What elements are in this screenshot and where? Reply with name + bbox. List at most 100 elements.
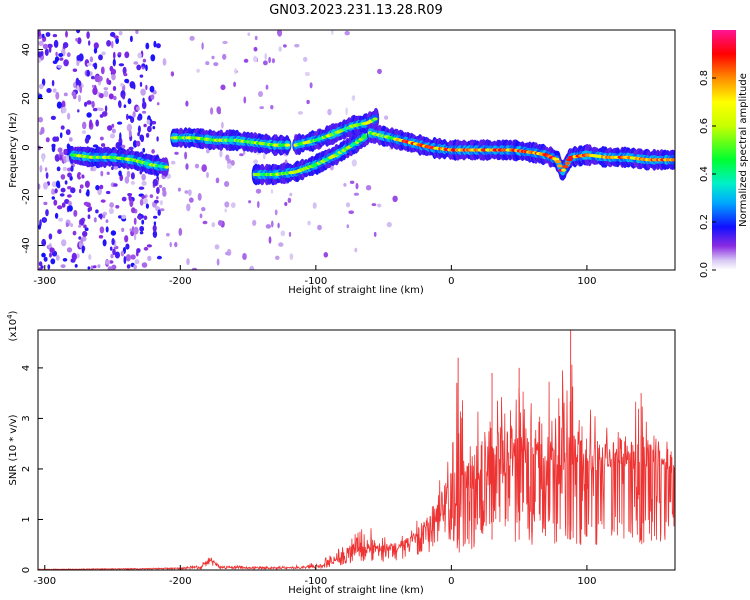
spectrogram-noise-cell — [66, 143, 71, 150]
spectrogram-noise-cell — [351, 159, 357, 167]
spectrogram-noise-cell — [111, 166, 114, 170]
spectrogram-noise-cell — [259, 106, 265, 110]
spectrogram-noise-cell — [101, 111, 108, 117]
spectrogram-noise-cell — [184, 151, 188, 160]
spectrogram-noise-cell — [97, 264, 101, 268]
spectrogram-noise-cell — [66, 112, 71, 120]
spectrogram-noise-cell — [38, 40, 44, 46]
spectrogram-noise-cell — [277, 222, 280, 229]
spectrogram-noise-cell — [217, 220, 223, 226]
spectrogram-noise-cell — [124, 235, 129, 243]
spectrogram-noise-cell — [56, 101, 63, 109]
spectrogram-ridge-core — [284, 143, 291, 147]
spectrogram-noise-cell — [215, 177, 220, 184]
spectrogram-noise-cell — [99, 184, 104, 190]
spectrogram-noise-cell — [371, 203, 377, 207]
spectrogram-noise-cell — [118, 170, 122, 177]
spectrogram-noise-cell — [345, 202, 351, 208]
spectrogram-noise-cell — [186, 203, 191, 212]
spectrogram-noise-cell — [169, 241, 172, 248]
spectrogram-noise-cell — [43, 201, 48, 206]
spectrogram-noise-cell — [136, 248, 141, 253]
spectrogram-y-tick-label: 40 — [21, 43, 32, 56]
spectrogram-ridge-core — [564, 161, 570, 165]
spectrogram-noise-cell — [128, 115, 132, 119]
spectrogram-noise-cell — [57, 229, 62, 235]
spectrogram-noise-cell — [118, 142, 123, 146]
spectrogram-noise-cell — [140, 135, 145, 143]
spectrogram-noise-cell — [111, 123, 115, 128]
spectrogram-noise-cell — [102, 214, 106, 219]
spectrogram-noise-cell — [201, 207, 206, 212]
snr-frame — [37, 329, 676, 571]
spectrogram-noise-cell — [111, 40, 114, 49]
spectrogram-x-label: Height of straight line (km) — [288, 285, 424, 296]
spectrogram-y-tick-label: 0 — [21, 144, 32, 150]
spectrogram-noise-cell — [51, 188, 55, 195]
spectrogram-marks — [38, 30, 675, 270]
spectrogram-noise-cell — [141, 66, 145, 70]
spectrogram-noise-cell — [114, 251, 120, 259]
spectrogram-noise-cell — [211, 222, 216, 228]
spectrogram-noise-cell — [216, 106, 221, 114]
spectrogram-noise-cell — [263, 60, 268, 66]
spectrogram-noise-cell — [61, 100, 66, 109]
spectrogram-noise-cell — [48, 45, 52, 53]
spectrogram-noise-cell — [145, 42, 150, 50]
snr-multiplier: (x104) — [6, 310, 19, 341]
spectrogram-noise-cell — [170, 160, 176, 165]
spectrogram-noise-cell — [78, 236, 82, 240]
spectrogram-noise-cell — [100, 66, 105, 75]
spectrogram-noise-cell — [89, 119, 93, 128]
spectrogram-noise-cell — [80, 238, 84, 244]
spectrogram-noise-cell — [115, 37, 119, 44]
spectrogram-noise-cell — [136, 140, 141, 147]
spectrogram-noise-cell — [54, 188, 58, 194]
spectrogram-noise-cell — [92, 107, 98, 112]
spectrogram-noise-cell — [278, 242, 284, 247]
spectrogram-noise-cell — [344, 30, 350, 36]
snr-multiplier-close: ) — [8, 310, 19, 314]
spectrogram-noise-cell — [205, 61, 210, 66]
spectrogram-noise-cell — [139, 231, 144, 235]
spectrogram-noise-cell — [76, 61, 80, 66]
spectrogram-noise-cell — [63, 59, 69, 67]
spectrogram-frame — [37, 29, 676, 271]
spectrogram-noise-cell — [58, 53, 64, 57]
colorbar-tick-label: 0.2 — [699, 214, 710, 230]
spectrogram-noise-cell — [210, 107, 214, 115]
spectrogram-noise-cell — [123, 104, 127, 108]
spectrogram-noise-cell — [111, 128, 116, 134]
spectrogram-noise-cell — [47, 264, 51, 270]
spectrogram-noise-cell — [138, 186, 145, 190]
spectrogram-noise-cell — [137, 115, 142, 121]
spectrogram-ridge-core — [562, 165, 569, 169]
spectrogram-noise-cell — [129, 228, 132, 232]
spectrogram-noise-cell — [386, 221, 392, 228]
snr-y-tick-label: 2 — [21, 466, 32, 472]
spectrogram-noise-cell — [60, 174, 66, 180]
spectrogram-noise-cell — [153, 215, 158, 219]
spectrogram-noise-cell — [62, 42, 69, 49]
spectrogram-noise-cell — [147, 255, 152, 261]
spectrogram-noise-cell — [64, 199, 70, 204]
spectrogram-noise-cell — [65, 30, 68, 38]
spectrogram-noise-cell — [142, 58, 147, 63]
spectrogram-noise-cell — [66, 52, 71, 58]
spectrogram-noise-cell — [265, 224, 272, 229]
spectrogram-noise-cell — [253, 159, 258, 165]
spectrogram-noise-cell — [118, 215, 123, 219]
spectrogram-noise-cell — [130, 172, 135, 180]
spectrogram-noise-cell — [122, 93, 126, 100]
spectrogram-noise-cell — [162, 58, 167, 66]
spectrogram-noise-cell — [294, 43, 300, 48]
spectrogram-noise-cell — [149, 85, 155, 93]
spectrogram-noise-cell — [239, 153, 244, 157]
spectrogram-noise-cell — [110, 253, 114, 259]
spectrogram-noise-cell — [243, 96, 247, 104]
spectrogram-noise-cell — [270, 105, 274, 110]
snr-y-axis: 0 1 2 3 4 — [21, 365, 43, 573]
spectrogram-noise-cell — [39, 165, 43, 173]
